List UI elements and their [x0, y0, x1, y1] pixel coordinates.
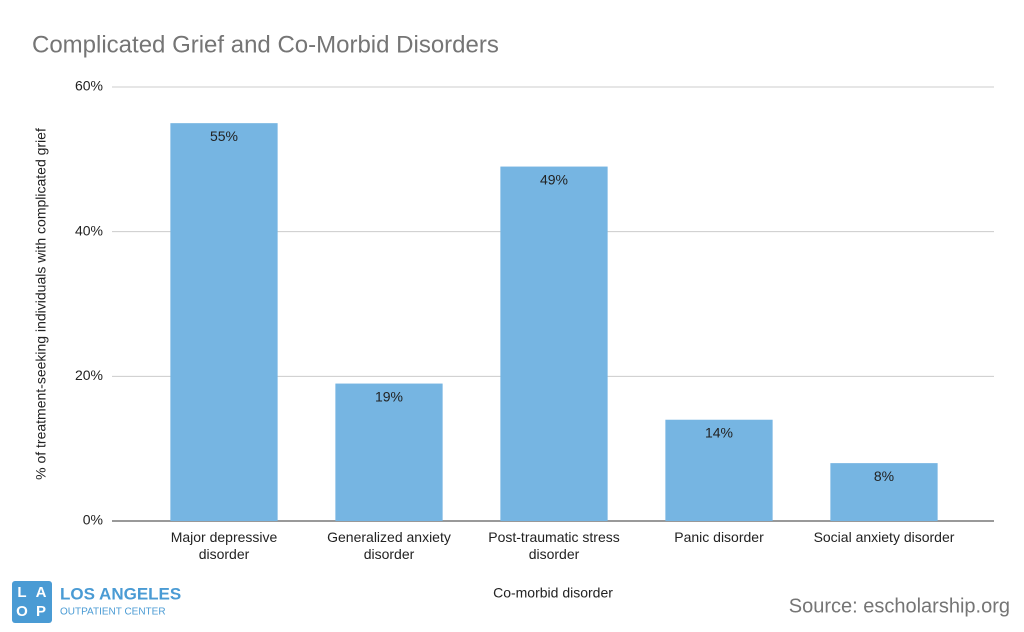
x-axis-title: Co-morbid disorder [493, 585, 613, 601]
logo-letter: A [36, 584, 47, 601]
data-label: 14% [705, 424, 733, 440]
chart-title: Complicated Grief and Co-Morbid Disorder… [32, 31, 499, 58]
y-tick-label: 60% [75, 78, 103, 94]
x-tick-label: Major depressive disorder [170, 529, 278, 562]
bar [665, 419, 773, 521]
bar [335, 383, 443, 521]
logo-letter: O [16, 603, 28, 620]
data-label: 55% [210, 128, 238, 144]
logo-letter: P [36, 603, 46, 620]
logo-name: LOS ANGELES [60, 584, 181, 603]
bar [830, 463, 938, 521]
data-label: 19% [375, 388, 403, 404]
y-axis-title: % of treatment-seeking individuals with … [33, 128, 49, 480]
y-tick-label: 40% [75, 222, 103, 238]
y-tick-label: 20% [75, 367, 103, 383]
logo-letter: L [17, 584, 26, 601]
x-tick-label: Panic disorder [674, 529, 764, 545]
data-label: 49% [540, 171, 568, 187]
x-tick-label: Social anxiety disorder [813, 529, 955, 545]
logo-subtitle: OUTPATIENT CENTER [60, 607, 166, 618]
data-label: 8% [874, 468, 894, 484]
x-tick-label: Generalized anxiety disorder [327, 529, 451, 562]
source: Source: escholarship.org [789, 595, 1010, 617]
x-tick-label: Post-traumatic stress disorder [488, 529, 620, 562]
bar [500, 166, 608, 522]
logo-box [12, 581, 52, 623]
bar [170, 123, 278, 522]
y-tick-label: 0% [83, 512, 103, 528]
